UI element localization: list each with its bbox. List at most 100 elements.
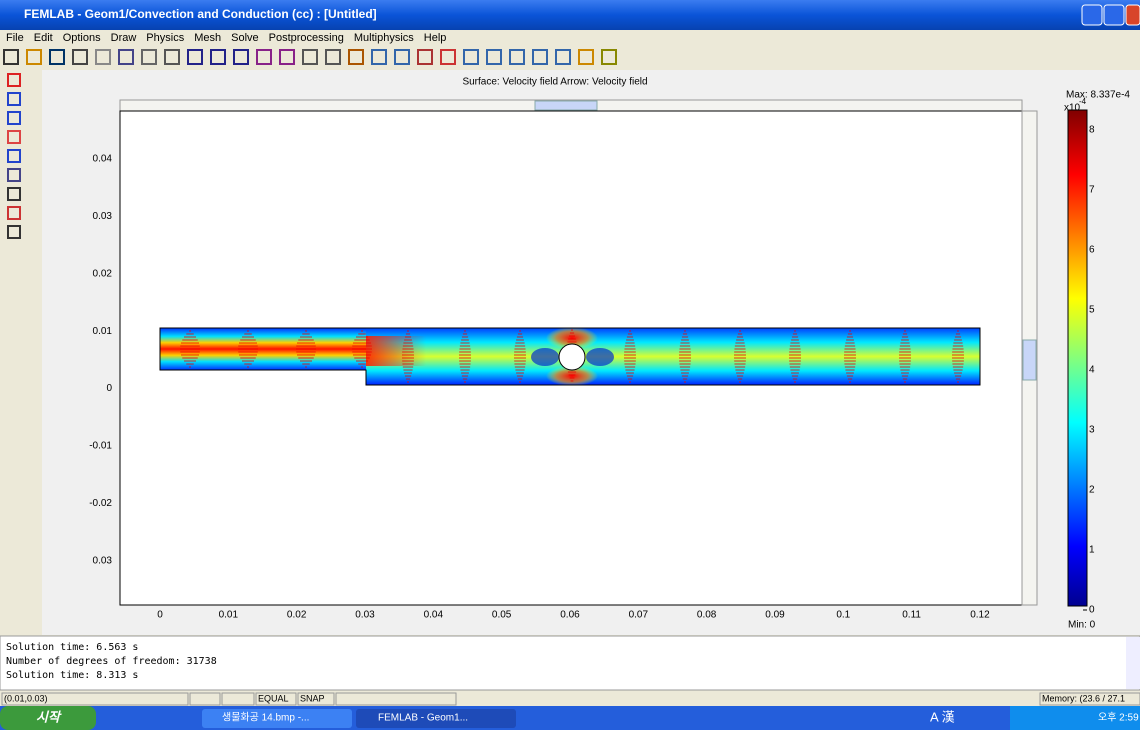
domain-boundary (159, 327, 981, 386)
tool-button[interactable] (49, 49, 65, 65)
x-tick-label: 0.07 (629, 610, 649, 621)
velocity-surface (159, 327, 981, 386)
tool-button[interactable] (233, 49, 249, 65)
colorbar-tick-label: 1 (1089, 545, 1095, 556)
tool-button[interactable] (7, 149, 21, 163)
colorbar-tick-label: 0 (1089, 605, 1095, 616)
wake (531, 348, 559, 366)
h-scroll-thumb[interactable] (534, 100, 598, 111)
task-button[interactable] (202, 709, 352, 728)
tool-button[interactable] (141, 49, 157, 65)
task-button[interactable] (356, 709, 516, 728)
log-line: Solution time: 8.313 s (6, 670, 138, 681)
status-snap[interactable]: SNAP (300, 693, 325, 703)
tool-button[interactable] (555, 49, 571, 65)
tool-button[interactable] (532, 49, 548, 65)
start-button[interactable] (0, 706, 96, 730)
menu-item[interactable]: Physics (146, 32, 184, 44)
menu-item[interactable]: Solve (231, 32, 259, 44)
menu-item[interactable]: Options (63, 32, 101, 44)
tool-button[interactable] (7, 111, 21, 125)
status-bar: (0.01,0.03) EQUAL SNAP Memory: (23.6 / 2… (0, 692, 1140, 706)
tool-button[interactable] (509, 49, 525, 65)
y-tick-label: 0.02 (93, 268, 113, 279)
tool-button[interactable] (394, 49, 410, 65)
x-tick-label: 0.02 (287, 610, 307, 621)
tool-button[interactable] (187, 49, 203, 65)
menu-item[interactable]: Edit (34, 32, 53, 44)
y-tick-label: 0.04 (93, 154, 113, 165)
menu-item[interactable]: Multiphysics (354, 32, 414, 44)
colorbar-scale: x10 (1064, 103, 1081, 114)
tool-button[interactable] (302, 49, 318, 65)
x-tick-label: 0.04 (424, 610, 444, 621)
tool-button[interactable] (7, 130, 21, 144)
status-memory: Memory: (23.6 / 27.1 (1042, 693, 1125, 703)
tool-button[interactable] (417, 49, 433, 65)
x-tick-label: 0.08 (697, 610, 717, 621)
tool-button[interactable] (486, 49, 502, 65)
x-tick-label: 0.01 (219, 610, 239, 621)
tool-button[interactable] (256, 49, 272, 65)
x-tick-label: 0.09 (765, 610, 785, 621)
log-panel (0, 635, 1140, 691)
tool-button[interactable] (371, 49, 387, 65)
x-tick-label: 0.06 (560, 610, 580, 621)
x-tick-label: 0.05 (492, 610, 512, 621)
toolbar (3, 49, 617, 65)
tool-button[interactable] (164, 49, 180, 65)
menu-item[interactable]: Postprocessing (269, 32, 344, 44)
tool-button[interactable] (72, 49, 88, 65)
close-button[interactable] (1125, 4, 1140, 26)
task-label[interactable]: 생물화공 14.bmp -... (222, 712, 309, 724)
log-scrollbar[interactable] (1126, 637, 1140, 689)
minimize-button[interactable] (1081, 4, 1103, 26)
y-tick-label: 0.01 (93, 326, 113, 337)
status-equal[interactable]: EQUAL (258, 693, 289, 703)
ime[interactable]: A 漢 (930, 709, 955, 724)
obstacle (558, 343, 586, 371)
menu-item[interactable]: Mesh (194, 32, 221, 44)
start-label[interactable]: 시작 (36, 709, 62, 724)
hot-spot (546, 327, 598, 349)
colorbar (1067, 109, 1088, 607)
jet-region (366, 336, 426, 366)
tool-button[interactable] (7, 225, 21, 239)
maximize-button[interactable] (1103, 4, 1125, 26)
menu-bar: File Edit Options Draw Physics Mesh Solve Postp… (6, 32, 446, 44)
tool-button[interactable] (3, 49, 19, 65)
tool-button[interactable] (7, 92, 21, 106)
tool-button[interactable] (463, 49, 479, 65)
tool-button[interactable] (7, 73, 21, 87)
task-label[interactable]: FEMLAB - Geom1... (378, 713, 468, 724)
colorbar-tick-label: 8 (1089, 125, 1095, 136)
y-tick-label: 0.03 (93, 211, 113, 222)
menu-item[interactable]: Help (424, 32, 447, 44)
tool-button[interactable] (7, 187, 21, 201)
main-channel (366, 328, 980, 385)
log-line: Number of degrees of freedom: 31738 (6, 656, 217, 667)
tool-button[interactable] (7, 206, 21, 220)
tool-button[interactable] (348, 49, 364, 65)
x-tick-label: 0.11 (902, 610, 921, 621)
tool-button[interactable] (7, 168, 21, 182)
taskbar: 시작 생물화공 14.bmp -... FEMLAB - Geom1... A … (0, 706, 1140, 730)
menu-item[interactable]: File (6, 32, 24, 44)
tool-button[interactable] (118, 49, 134, 65)
y-tick-label: 0 (106, 383, 112, 394)
tool-button[interactable] (601, 49, 617, 65)
tool-button[interactable] (578, 49, 594, 65)
tool-button[interactable] (26, 49, 42, 65)
colorbar-max: Max: 8.337e-4 (1066, 90, 1130, 101)
menu-item[interactable]: Draw (111, 32, 137, 44)
tool-button[interactable] (95, 49, 111, 65)
log: Solution time: 6.563 s Number of degrees … (6, 642, 217, 681)
x-tick-label: 0 (157, 610, 163, 621)
tool-button[interactable] (210, 49, 226, 65)
tool-button[interactable] (325, 49, 341, 65)
tool-button[interactable] (279, 49, 295, 65)
v-scroll-thumb[interactable] (1022, 339, 1037, 381)
tool-button[interactable] (440, 49, 456, 65)
x-tick-label: 0.03 (355, 610, 375, 621)
